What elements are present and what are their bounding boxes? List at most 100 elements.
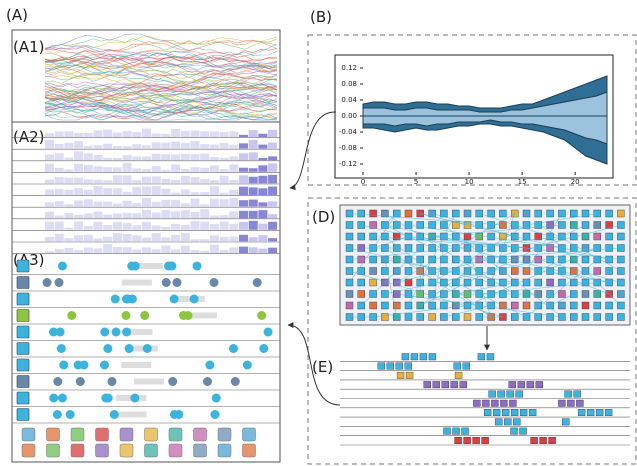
event-dot [111,327,121,337]
histogram-cell [83,234,93,242]
histogram-cell [122,200,132,207]
event-cell [511,313,519,321]
trend-line [44,49,278,67]
histogram-cell [151,225,161,230]
panel-label: (D) [312,208,335,226]
histogram-cell [122,212,132,219]
event-icon [16,259,30,273]
event-cell [558,278,566,287]
histogram-cell [54,221,64,230]
event-dot [183,311,193,320]
event-cell [558,399,566,407]
event-cell [377,362,386,370]
trend-line [44,81,278,102]
panel-label: (A2) [13,128,45,146]
histogram-cell [122,162,132,172]
histogram-cell [122,191,132,195]
trend-line [44,64,278,90]
x-tick-label: 15 [518,178,527,186]
event-dot [210,410,220,419]
panel-label: (A) [6,6,28,24]
histogram-cell [268,214,278,219]
event-cell [369,301,377,310]
event-dot [228,344,238,353]
histogram-cell [54,248,64,253]
link [349,247,492,283]
event-cell [511,301,519,310]
histogram-cell [190,192,200,195]
trend-line [44,60,278,74]
legend-icon [144,443,158,458]
link [538,224,622,272]
event-dot [174,410,184,419]
event-cell [570,301,578,310]
histogram-cell [239,167,248,172]
histogram-cell [229,131,239,137]
histogram-cell [103,214,113,219]
duration-band [122,329,153,335]
link [431,224,527,283]
event-cell [546,290,554,298]
event-cell [581,232,590,241]
histogram-cell [258,157,268,161]
histogram-cell [161,178,171,184]
event-cell [416,221,424,229]
histogram-cell [132,187,142,195]
histogram-cell [219,157,229,161]
histogram-cell [151,166,161,172]
histogram-cell [239,234,248,242]
event-icon [16,276,30,289]
histogram-cell [83,179,93,184]
histogram-cell [268,186,278,195]
histogram-cell [103,167,113,172]
link [373,305,468,318]
histogram-cell [248,152,258,161]
link [361,247,421,306]
histogram-cell [45,154,54,161]
histogram-cell [103,225,113,230]
histogram-cell [190,130,200,137]
event-cell [558,301,566,310]
event-icon [16,358,30,372]
event-cell [530,437,538,444]
histogram-cell [112,188,122,195]
link [373,236,527,249]
histogram-cell [209,223,219,230]
event-cell [605,209,613,218]
histogram-cell [258,248,268,253]
histogram-cell [248,220,258,230]
histogram-cell [229,179,239,184]
event-cell [369,209,377,218]
histogram-cell [103,157,113,161]
event-cell [357,232,365,241]
histogram-cell [151,233,161,242]
histogram-cell [190,198,200,207]
histogram-cell [171,179,181,184]
event-dot [130,393,140,403]
band-area [362,91,608,117]
event-cell [567,399,575,407]
event-cell [546,221,554,229]
histogram-cell [239,221,248,230]
histogram-cell [180,189,190,195]
legend-icon [193,443,207,458]
histogram-cell [151,186,161,195]
histogram-cell [122,175,132,184]
legend-icon [168,443,183,458]
event-cell [473,399,481,407]
y-tick-label: 0.00 [341,112,357,120]
link [396,293,562,318]
event-cell [522,255,531,264]
event-cell [404,313,413,321]
histogram-cell [171,128,181,137]
legend-icon [217,427,232,442]
histogram-cell [180,232,190,242]
histogram-cell [161,226,171,230]
histogram-cell [258,223,268,230]
event-cell [345,232,354,241]
legend-icon [242,443,256,458]
event-icon [16,391,30,405]
event-cell [509,399,517,407]
histogram-cell [45,221,54,230]
event-cell [605,244,613,252]
